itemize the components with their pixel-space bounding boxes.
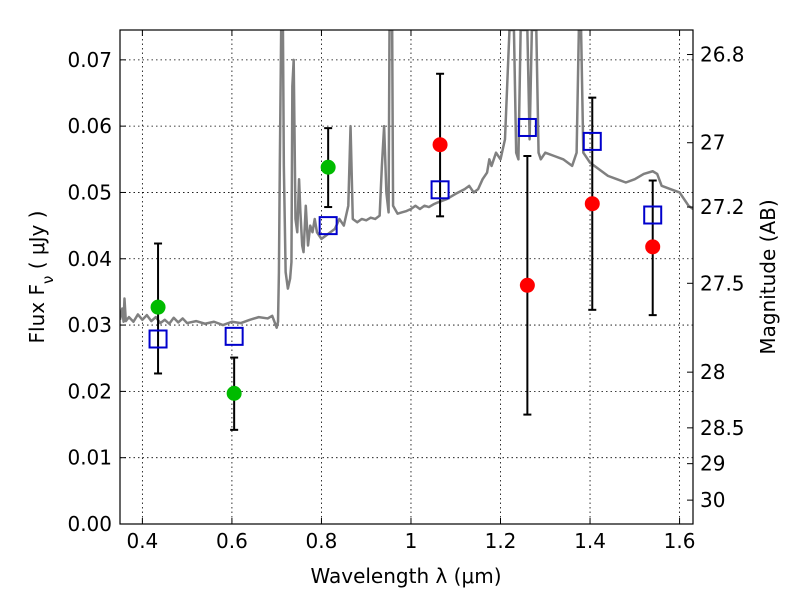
plot-frame: [119, 29, 694, 525]
model-spectrum-line: [120, 30, 693, 329]
x-tick-label: 1.4: [574, 529, 606, 553]
green-data-point: [150, 299, 166, 315]
y-tick-label: 0.04: [67, 247, 112, 271]
y-tick-label: 0.03: [67, 313, 112, 337]
x-tick-label: 1.2: [485, 529, 517, 553]
model-flux-square: [643, 205, 663, 225]
x-tick-label: 1: [405, 529, 418, 553]
y-tick-label: 0.01: [67, 446, 112, 470]
x-axis: 0.4 0.6 0.8 1 1.2 1.4 1.6: [126, 30, 695, 553]
y2-tick-label: 27.2: [700, 195, 745, 219]
y-tick-label: 0.07: [67, 48, 112, 72]
green-data-point: [226, 385, 242, 401]
red-data-point: [519, 277, 535, 293]
model-flux-square: [318, 216, 338, 236]
x-axis-title: Wavelength λ (μm): [310, 564, 501, 588]
y-tick-label: 0.05: [67, 180, 112, 204]
green-data-point: [320, 159, 336, 175]
y-axis-title: Flux Fν ( μJy ): [25, 211, 57, 344]
y2-tick-label: 30: [700, 488, 725, 512]
y-tick-label: 0.00: [67, 512, 112, 536]
y2-tick-label: 27.5: [700, 271, 745, 295]
y2-tick-label: 28: [700, 360, 725, 384]
y2-axis-title: Magnitude (AB): [756, 199, 780, 354]
x-tick-label: 0.4: [126, 529, 158, 553]
model-flux-square: [148, 329, 168, 349]
y2-tick-label: 29: [700, 452, 725, 476]
model-flux-square: [582, 131, 602, 151]
red-data-point: [645, 239, 661, 255]
y2-axis: 26.8 27 27.2 27.5 28 28.5 29 30: [687, 43, 745, 512]
red-data-point: [584, 196, 600, 212]
y-tick-label: 0.06: [67, 114, 112, 138]
x-tick-label: 0.6: [216, 529, 248, 553]
model-flux-square: [224, 326, 244, 346]
plot-area: [120, 30, 693, 431]
y-axis: 0.00 0.01 0.02 0.03 0.04 0.05 0.06 0.07: [67, 48, 126, 536]
y2-tick-label: 26.8: [700, 43, 745, 67]
x-tick-label: 0.8: [306, 529, 338, 553]
model-flux-square: [517, 117, 537, 137]
red-data-point: [432, 137, 448, 153]
x-tick-label: 1.6: [664, 529, 696, 553]
model-flux-square: [430, 180, 450, 200]
y-tick-label: 0.02: [67, 379, 112, 403]
y2-tick-label: 28.5: [700, 416, 745, 440]
grid: [120, 30, 693, 524]
y2-tick-label: 27: [700, 131, 725, 155]
